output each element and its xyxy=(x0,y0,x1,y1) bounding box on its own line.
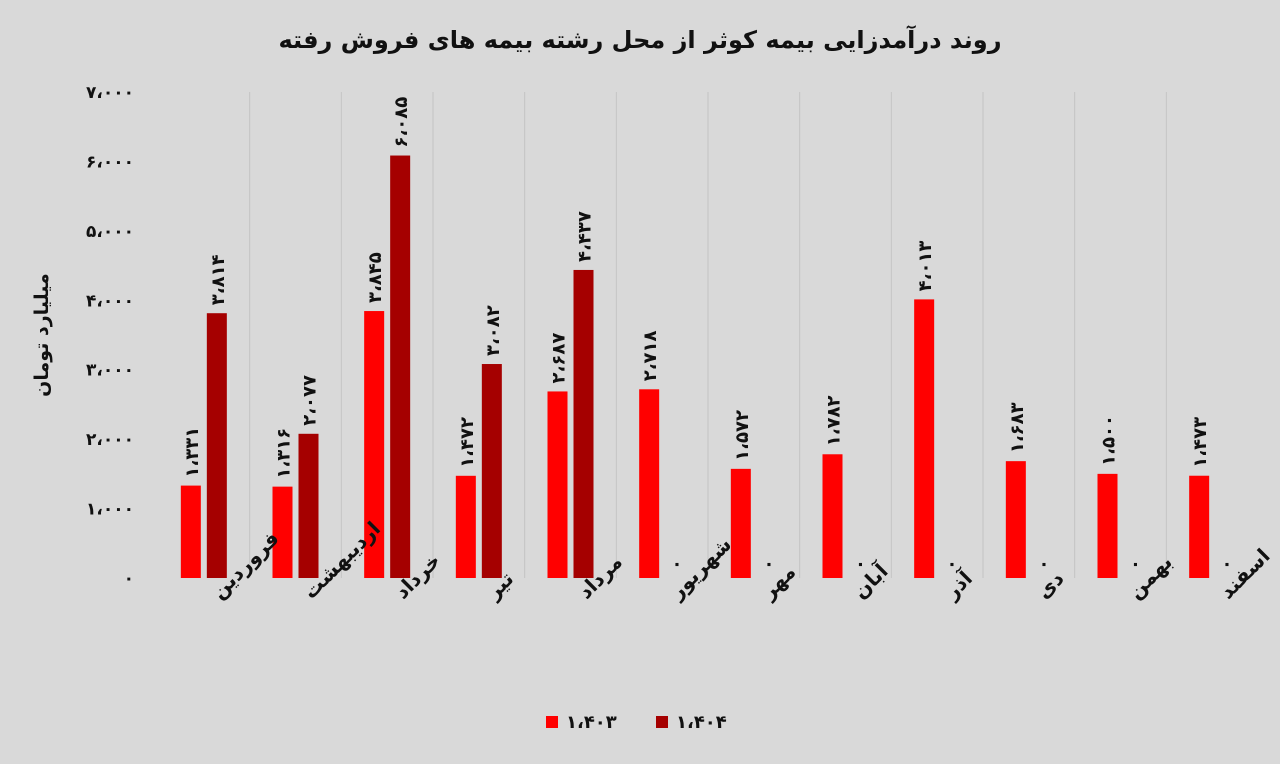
bars xyxy=(180,155,1210,578)
x-tick-label: دی xyxy=(1031,566,1068,603)
bar xyxy=(1097,473,1118,578)
data-label: ۲،۶۸۷ xyxy=(549,333,570,384)
y-tick-label: ۲،۰۰۰ xyxy=(86,430,134,450)
bar xyxy=(481,364,502,578)
data-label: ۳،۸۴۵ xyxy=(365,252,386,303)
data-label: ۱،۵۰۰ xyxy=(1099,415,1120,466)
data-label: ۰ xyxy=(758,559,779,570)
bar xyxy=(455,475,476,578)
chart-title: روند درآمدزایی بیمه کوثر از محل رشته بیم… xyxy=(278,25,1001,54)
legend: ۱،۴۰۳ ۱،۴۰۴ xyxy=(546,712,727,733)
y-tick-label: ۴،۰۰۰ xyxy=(86,291,134,311)
y-axis-label: میلیارد تومان xyxy=(31,273,53,397)
bar xyxy=(180,485,201,578)
data-label: ۰ xyxy=(1216,559,1237,570)
data-label: ۱،۳۱۶ xyxy=(274,428,295,479)
data-label: ۰ xyxy=(850,559,871,570)
y-axis-ticks: ۰ ۱،۰۰۰ ۲،۰۰۰ ۳،۰۰۰ ۴،۰۰۰ ۵،۰۰۰ ۶،۰۰۰ ۷،۰۰۰ xyxy=(86,83,134,589)
bar xyxy=(639,389,660,578)
data-label: ۰ xyxy=(1125,559,1146,570)
data-label: ۲،۷۱۸ xyxy=(640,330,661,381)
bar xyxy=(272,486,293,578)
data-label: ۲،۰۷۷ xyxy=(300,375,321,426)
data-label: ۱،۵۷۲ xyxy=(732,410,753,461)
grid-layer xyxy=(249,92,1167,578)
data-label: ۴،۴۳۷ xyxy=(575,211,596,262)
legend-label: ۱،۴۰۴ xyxy=(676,712,727,733)
bar xyxy=(914,299,935,578)
legend-label: ۱،۴۰۳ xyxy=(566,712,617,733)
bar xyxy=(206,313,227,578)
data-label: ۳،۰۸۲ xyxy=(483,305,504,356)
x-tick-label: اسفند xyxy=(1215,544,1275,604)
data-label: ۱،۳۳۱ xyxy=(182,427,203,478)
bar xyxy=(547,391,568,578)
y-tick-label: ۳،۰۰۰ xyxy=(86,361,134,381)
legend-swatch xyxy=(546,716,558,728)
data-label: ۱،۶۸۳ xyxy=(1007,402,1028,453)
data-label: ۱،۴۷۳ xyxy=(1190,417,1211,468)
data-label: ۶،۰۸۵ xyxy=(391,97,412,148)
bar xyxy=(822,454,843,578)
data-label: ۰ xyxy=(666,559,687,570)
bar xyxy=(730,468,751,578)
y-tick-label: ۵،۰۰۰ xyxy=(86,222,134,242)
data-label: ۱،۴۷۲ xyxy=(457,417,478,468)
bar xyxy=(573,269,594,578)
y-tick-label: ۰ xyxy=(124,569,134,589)
y-tick-label: ۶،۰۰۰ xyxy=(86,152,134,172)
y-tick-label: ۷،۰۰۰ xyxy=(86,83,134,103)
bar xyxy=(364,311,385,578)
bar xyxy=(1005,461,1026,578)
legend-swatch xyxy=(656,716,668,728)
bar xyxy=(390,155,411,578)
data-label: ۳،۸۱۴ xyxy=(208,254,229,305)
data-label: ۰ xyxy=(1033,559,1054,570)
x-tick-label: بهمن xyxy=(1123,550,1177,604)
bar xyxy=(1189,475,1210,578)
y-tick-label: ۱،۰۰۰ xyxy=(86,500,134,520)
data-label: ۱،۷۸۲ xyxy=(824,395,845,446)
data-label: ۴،۰۱۳ xyxy=(915,241,936,292)
data-label: ۰ xyxy=(941,559,962,570)
bar xyxy=(298,433,319,578)
